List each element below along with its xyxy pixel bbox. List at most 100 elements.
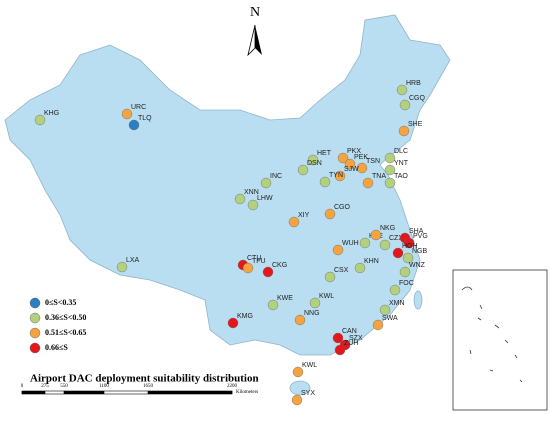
legend-swatch: [29, 312, 41, 324]
airport-marker: [121, 108, 133, 120]
airport-marker: [354, 262, 366, 274]
hainan: [289, 380, 311, 396]
airport-label: SYX: [301, 390, 315, 397]
airport-marker: [362, 177, 374, 189]
airport-marker: [389, 284, 401, 296]
airport-marker: [332, 244, 344, 256]
airport-marker: [384, 164, 396, 176]
scale-segment: [64, 391, 104, 394]
airport-marker: [396, 84, 408, 96]
airport-marker: [372, 319, 384, 331]
airport-label: SZX: [349, 335, 363, 342]
airport-marker: [288, 216, 300, 228]
legend-swatch: [29, 342, 41, 354]
airport-marker: [379, 304, 391, 316]
inset-islands: [461, 286, 523, 383]
airport-label: SWA: [382, 315, 398, 322]
airport-label: TSN: [366, 158, 380, 165]
airport-label: LXA: [126, 257, 140, 264]
airport-label: KWE: [277, 295, 293, 302]
airport-marker: [234, 193, 246, 205]
airport-label: URC: [131, 104, 146, 111]
airport-marker: [370, 229, 382, 241]
map-title: Airport DAC deployment suitability distr…: [30, 373, 259, 385]
airport-marker: [262, 266, 274, 278]
airport-label: CAN: [342, 328, 357, 335]
airport-label: YNT: [394, 160, 409, 167]
airport-marker: [294, 314, 306, 326]
airport-label: NNG: [304, 310, 320, 317]
legend: 0≤S<0.35 0.36≤S<0.50 0.51≤S<0.65 0.66≤S: [29, 297, 86, 354]
airport-marker: [402, 252, 414, 264]
airport-label: INC: [270, 173, 282, 180]
airport-label: CZX: [389, 235, 403, 242]
airport-label: TNA: [372, 173, 386, 180]
scale-unit: Kilometers: [236, 390, 258, 395]
airport-marker: [297, 164, 309, 176]
airport-marker: [116, 261, 128, 273]
airport-label: CGQ: [409, 95, 426, 102]
airport-marker: [337, 152, 349, 164]
airport-label: LHW: [257, 195, 273, 202]
scale-segment: [148, 391, 232, 394]
scale-label: 550: [60, 384, 68, 389]
country-outline: [4, 14, 451, 356]
airport-marker: [128, 119, 140, 131]
airport-label: KMG: [237, 313, 253, 320]
scale-segment: [22, 391, 45, 394]
airport-marker: [384, 152, 396, 164]
airport-label: FOC: [399, 280, 414, 287]
scale-label: 2200: [227, 384, 238, 389]
scale-label: 1100: [99, 384, 109, 389]
airport-label: KHN: [364, 258, 379, 265]
airport-label: NGB: [412, 248, 428, 255]
airport-label: PEK: [354, 154, 368, 161]
inset-frame: [452, 269, 548, 411]
airport-label: SHE: [408, 121, 423, 128]
airport-marker: [399, 266, 411, 278]
airport-marker: [34, 114, 46, 126]
airport-label: CTU: [247, 255, 261, 262]
airport-marker: [291, 394, 303, 406]
airport-label: WNZ: [409, 262, 426, 269]
airport-marker: [324, 208, 336, 220]
airport-label: SHA: [409, 228, 424, 235]
airport-marker: [332, 332, 344, 344]
airport-marker: [242, 262, 254, 274]
airport-marker: [398, 125, 410, 137]
airport-label: WUH: [342, 240, 359, 247]
airport-label: PKX: [347, 148, 361, 155]
airport-label: XNN: [244, 189, 259, 196]
airport-label: CSX: [334, 267, 349, 274]
north-arrow: N: [247, 5, 262, 57]
legend-swatch: [29, 327, 41, 339]
airport-marker: [334, 344, 346, 356]
airport-marker: [403, 237, 415, 249]
airport-label: HET: [317, 150, 332, 157]
airport-marker: [334, 170, 346, 182]
airport-marker: [399, 99, 411, 111]
airport-label: ZUH: [344, 340, 358, 347]
airport-label: CGO: [334, 204, 351, 211]
airport-label: KHG: [44, 110, 59, 117]
airport-label: NKG: [380, 225, 395, 232]
airport-marker: [384, 177, 396, 189]
airport-label: HGH: [402, 243, 418, 250]
airport-label: CKG: [272, 262, 287, 269]
airport-marker: [307, 154, 319, 166]
legend-label: 0.51≤S<0.65: [45, 328, 86, 337]
airport-marker: [260, 177, 272, 189]
airport-label: KWL: [302, 362, 317, 369]
legend-label: 0.36≤S<0.50: [45, 313, 86, 322]
airport-marker: [309, 297, 321, 309]
airport-label: XIY: [298, 212, 310, 219]
airport-label: TLQ: [138, 115, 152, 122]
airport-marker: [344, 158, 356, 170]
north-label: N: [250, 5, 260, 20]
airport-label: SJW: [344, 166, 359, 173]
scale-label: 0: [21, 384, 24, 389]
airport-label: PVG: [413, 233, 428, 240]
